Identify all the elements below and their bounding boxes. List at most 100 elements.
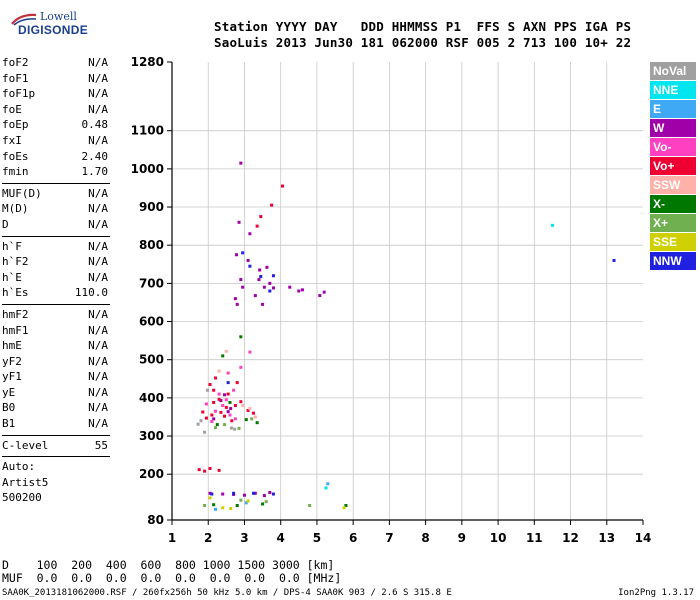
data-point-e (244, 501, 248, 505)
x-tick-label: 12 (562, 531, 579, 545)
data-point-noval (229, 426, 233, 430)
data-point-nnw (268, 289, 272, 293)
param-value: 1.70 (81, 165, 109, 179)
param-row-yf1: yF1 N/A (2, 370, 110, 386)
data-point-sse (342, 506, 346, 510)
data-point-w (262, 494, 266, 498)
param-value: N/A (88, 255, 108, 269)
data-point-vo- (228, 413, 232, 417)
data-point-vo- (223, 414, 227, 418)
x-tick-label: 2 (204, 531, 212, 545)
data-point-e (326, 482, 330, 486)
x-tick-label: 14 (635, 531, 652, 545)
data-point-w (248, 232, 252, 236)
data-point-w (229, 407, 233, 411)
header-row-labels: Station YYYY DAY DDD HHMMSS P1 FFS S AXN… (214, 19, 632, 34)
param-row-foep: foEp 0.48 (2, 118, 110, 134)
param-name: MUF(D) (2, 186, 42, 200)
param-row-fof1: foF1 N/A (2, 72, 110, 88)
data-point-vo- (217, 468, 221, 472)
param-value: N/A (88, 385, 108, 399)
x-tick-label: 8 (421, 531, 429, 545)
data-point-vo- (239, 400, 243, 404)
data-point-nne (550, 223, 554, 227)
param-row-hf: h`F N/A (2, 240, 110, 256)
param-value: N/A (88, 71, 108, 85)
data-point-ssw (248, 407, 252, 411)
legend-item-noval: NoVal (650, 62, 696, 81)
data-point-nnw (210, 492, 214, 496)
logo-line2: DIGISONDE (18, 23, 89, 37)
param-divider (2, 235, 110, 237)
param-row-hmf2: hmF2 N/A (2, 308, 110, 324)
param-name: h`F2 (2, 255, 29, 269)
data-point-x- (244, 418, 248, 422)
data-point-w (297, 289, 301, 293)
param-value: N/A (88, 339, 108, 353)
param-name: C-level (2, 438, 49, 452)
param-value: 0.48 (81, 118, 109, 132)
data-point-w (226, 410, 230, 414)
data-point-vo- (212, 400, 216, 404)
parameter-panel: foF2 N/A foF1 N/A foF1p N/A foE N/A foEp 0.48… (2, 56, 110, 507)
x-tick-label: 11 (526, 531, 543, 545)
param-name: M(D) (2, 202, 29, 216)
y-tick-label: 800 (139, 238, 164, 252)
data-point-vo- (204, 402, 208, 406)
data-point-w (208, 491, 212, 495)
param-value: N/A (88, 87, 108, 101)
param-row-he: h`E N/A (2, 271, 110, 287)
x-tick-label: 4 (277, 531, 285, 545)
param-value: N/A (88, 56, 108, 69)
logo-swoosh-icon (11, 13, 37, 26)
data-point-vo- (197, 468, 201, 472)
y-tick-label: 200 (139, 467, 164, 481)
x-tick-label: 13 (598, 531, 615, 545)
data-point-vo- (233, 404, 237, 407)
data-point-nne (324, 486, 328, 490)
data-point-x- (213, 426, 217, 430)
param-divider (2, 303, 110, 305)
data-point-vo- (224, 398, 228, 402)
param-name: h`F (2, 239, 22, 253)
footer-file-info: SAA0K_2013181062000.RSF / 260fx256h 50 k… (2, 588, 452, 598)
param-row-fmin: fmin 1.70 (2, 165, 110, 181)
data-point-x- (344, 503, 348, 507)
digisonde-logo: Lowell DIGISONDE (6, 8, 88, 42)
data-point-x- (239, 498, 243, 502)
param-row-fof1p: foF1p N/A (2, 87, 110, 103)
legend-item-nnw: NNW (650, 252, 696, 271)
param-row-hmf1: hmF1 N/A (2, 324, 110, 340)
y-tick-label: 900 (139, 200, 164, 214)
data-point-w (268, 491, 272, 495)
data-point-vo- (270, 203, 274, 207)
data-point-vo- (230, 419, 234, 423)
data-point-w (234, 253, 238, 257)
data-point-sse (208, 496, 212, 500)
footer-version: Ion2Png 1.3.17 (618, 588, 694, 598)
data-point-w (300, 288, 304, 292)
x-tick-label: 7 (385, 531, 393, 545)
y-tick-label: 400 (139, 391, 164, 405)
polarization-legend: NoVal NNE E W Vo- Vo+ SSW X- X+ SSE NNW (650, 62, 696, 271)
param-value: 110.0 (74, 286, 108, 300)
param-value: N/A (88, 102, 108, 116)
data-point-w (237, 220, 241, 224)
param-value: N/A (88, 239, 108, 253)
data-point-vo- (201, 410, 205, 414)
data-point-x- (212, 503, 216, 507)
param-row-yf2: yF2 N/A (2, 355, 110, 371)
data-point-vo- (246, 408, 250, 412)
data-point-w (233, 297, 237, 301)
data-point-vo- (226, 371, 230, 375)
data-point-nnw (612, 258, 616, 262)
legend-item-sse: SSE (650, 233, 696, 252)
data-point-w (258, 268, 262, 272)
data-point-w (246, 258, 250, 262)
param-value: N/A (88, 217, 108, 231)
data-point-x- (250, 417, 254, 421)
data-point-vo- (252, 411, 256, 415)
legend-item-w: W (650, 119, 696, 138)
data-point-ssw (241, 404, 245, 407)
y-tick-label: 500 (139, 353, 164, 367)
